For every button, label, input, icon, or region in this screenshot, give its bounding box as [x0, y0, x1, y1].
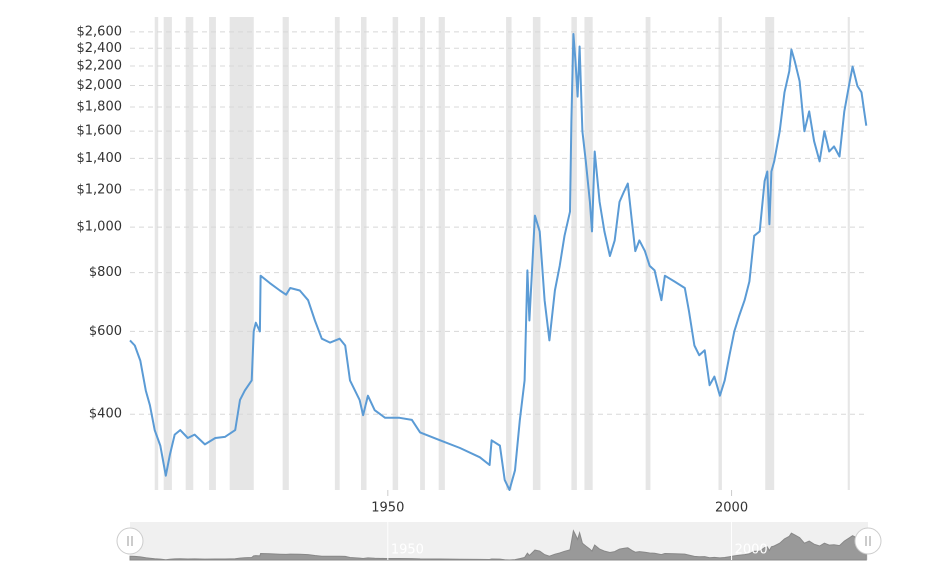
y-tick-label: $600	[89, 324, 122, 339]
recession-band	[532, 17, 541, 490]
y-tick-label: $2,400	[77, 41, 123, 56]
y-tick-label: $1,800	[77, 100, 123, 115]
navigator-area	[129, 529, 867, 561]
navigator-handle[interactable]	[116, 527, 144, 555]
recession-band	[718, 17, 722, 490]
recession-band	[154, 17, 159, 490]
y-tick-label: $2,000	[77, 78, 123, 93]
y-tick-label: $1,000	[77, 220, 123, 235]
recession-band	[506, 17, 512, 490]
recession-band	[163, 17, 172, 490]
recession-band	[334, 17, 340, 490]
navigator-background	[130, 522, 868, 560]
recession-band	[282, 17, 289, 490]
recession-band	[847, 17, 850, 490]
navigator-handle[interactable]	[854, 527, 882, 555]
navigator-tick-label: 1950	[391, 543, 424, 558]
price-line	[129, 33, 868, 491]
recession-band	[361, 17, 367, 490]
y-tick-label: $2,200	[77, 59, 123, 74]
navigator-handle-grip	[127, 536, 133, 546]
recession-band	[571, 17, 577, 490]
recession-band	[392, 17, 399, 490]
recession-band	[229, 17, 254, 490]
y-tick-label: $800	[89, 265, 122, 280]
navigator-handle-grip	[865, 536, 871, 546]
y-tick-label: $1,600	[77, 124, 123, 139]
y-tick-label: $1,200	[77, 182, 123, 197]
x-tick-label: 1950	[371, 501, 404, 516]
navigator-tick-label: 2000	[735, 543, 768, 558]
recession-band	[185, 17, 194, 490]
recession-band	[765, 17, 775, 490]
recession-band	[645, 17, 651, 490]
y-tick-label: $400	[89, 407, 122, 422]
recession-band	[438, 17, 445, 490]
recession-band	[584, 17, 593, 490]
x-tick-label: 2000	[715, 501, 748, 516]
y-tick-label: $2,600	[77, 24, 123, 39]
recession-band	[420, 17, 425, 490]
y-tick-label: $1,400	[77, 151, 123, 166]
recession-band	[209, 17, 216, 490]
